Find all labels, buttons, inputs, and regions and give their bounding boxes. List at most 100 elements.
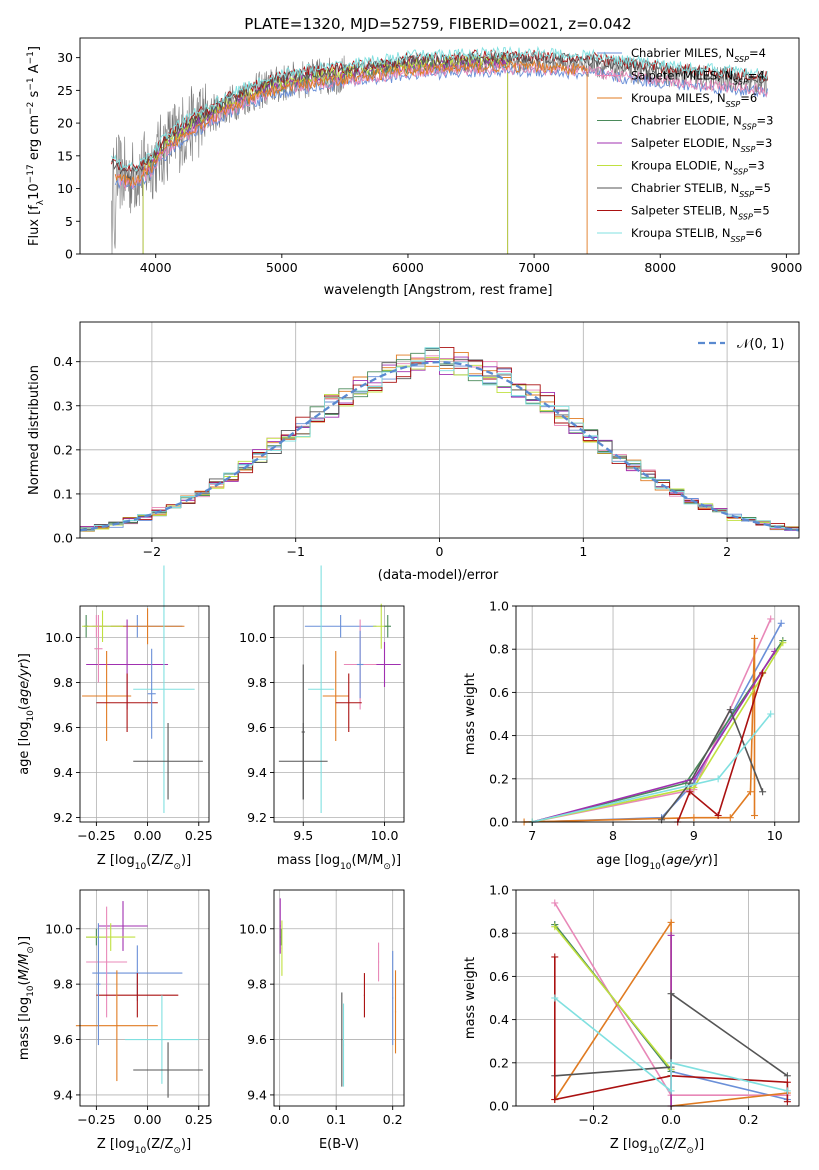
series-line-chabrier_stelib <box>660 707 764 821</box>
y-tick-label: 9.8 <box>247 675 267 690</box>
legend-label-normal: 𝒩(0, 1) <box>737 337 784 352</box>
axes-residuals: −2 −1 0 1 2 0.0 0.1 0.2 0.3 0.4 𝒩(0, 1) (data-model… <box>27 321 800 583</box>
axes-frame <box>79 605 210 823</box>
plot-area <box>278 565 401 813</box>
y-axis-label: Normed distribution <box>27 365 42 495</box>
y-tick-label: 10.0 <box>45 630 73 645</box>
x-tick-label: −0.2 <box>578 1112 608 1127</box>
legend-label-salpeter_miles: Salpeter MILES, NSSP=4 <box>631 69 765 87</box>
plot-area <box>520 615 787 826</box>
x-tick-label: −1 <box>286 544 304 559</box>
plot-area <box>111 45 768 254</box>
y-axis-label: mass [log10(M/M⊙)] <box>17 936 36 1060</box>
plot-area <box>80 346 799 538</box>
y-axis-label: mass weight <box>463 957 478 1039</box>
x-axis-label: age [log10(age/yr)] <box>596 853 718 872</box>
y-tick-label: 0.2 <box>53 442 73 457</box>
y-tick-label: 0.8 <box>489 926 509 941</box>
plot-area <box>279 898 397 1087</box>
series-line-salpeter_stelib <box>676 672 764 823</box>
y-tick-label: 9.4 <box>247 1087 267 1102</box>
model-line-kroupa_stelib <box>111 45 768 172</box>
model-line-kroupa_miles <box>114 59 588 254</box>
y-tick-label: 0.4 <box>53 354 73 369</box>
model-line-chabrier_miles <box>114 65 768 190</box>
y-tick-label: 9.6 <box>53 720 73 735</box>
x-axis-label: Z [log10(Z/Z⊙)] <box>97 853 191 872</box>
axes-frame <box>79 889 210 1107</box>
legend-label-chabrier_elodie: Chabrier ELODIE, NSSP=3 <box>631 114 773 132</box>
plot-area <box>75 901 203 1098</box>
x-axis-label: (data-model)/error <box>378 568 499 583</box>
y-tick-label: 20 <box>57 116 73 131</box>
axes-age_vs_Z: −0.25 0.00 0.25 9.2 9.4 9.6 9.8 10.0 Z [log10(Z/… <box>17 565 213 872</box>
y-tick-label: 0.0 <box>53 531 73 546</box>
y-tick-label: 9.6 <box>247 720 267 735</box>
x-tick-label: 1 <box>579 544 587 559</box>
y-tick-label: 9.6 <box>53 1032 73 1047</box>
y-tick-label: 1.0 <box>489 599 509 614</box>
x-tick-label: 0.0 <box>661 1112 681 1127</box>
x-tick-label: −2 <box>143 544 161 559</box>
x-tick-label: 5000 <box>266 260 298 275</box>
model-line-chabrier_elodie <box>142 58 509 254</box>
series-line-kroupa_miles <box>524 638 756 823</box>
x-tick-label: 9000 <box>770 260 802 275</box>
y-tick-label: 0.2 <box>489 1055 509 1070</box>
y-tick-label: 10.0 <box>239 630 267 645</box>
x-tick-label: 0.1 <box>326 1112 346 1127</box>
axes-mass_vs_Z: −0.25 0.00 0.25 9.4 9.6 9.8 10.0 Z [log10(Z/Z⊙)… <box>17 889 213 1156</box>
y-axis-label: Flux [fλ10−17 erg cm−2 s−1 A−1] <box>26 46 46 246</box>
y-tick-label: 9.4 <box>53 1087 73 1102</box>
y-tick-label: 10.0 <box>239 921 267 936</box>
y-tick-label: 9.2 <box>53 810 73 825</box>
y-tick-label: 9.8 <box>53 977 73 992</box>
x-tick-label: 0.0 <box>270 1112 290 1127</box>
x-tick-label: 0.2 <box>383 1112 403 1127</box>
x-axis-label: mass [log10(M/M⊙)] <box>277 853 401 872</box>
y-tick-label: 10 <box>57 181 73 196</box>
x-axis-label: E(B-V) <box>319 1137 359 1152</box>
series-line-chabrier_miles <box>532 622 782 823</box>
x-tick-label: 10.0 <box>371 828 399 843</box>
x-tick-label: 0 <box>436 544 444 559</box>
x-tick-label: 6000 <box>392 260 424 275</box>
x-tick-label: −0.25 <box>77 1112 115 1127</box>
series-line-kroupa_stelib <box>554 997 788 1093</box>
y-tick-label: 9.4 <box>53 765 73 780</box>
series-line-kroupa_elodie <box>532 642 784 823</box>
axes-frame <box>273 889 405 1107</box>
axes-mass_vs_EBV: 0.0 0.1 0.2 9.4 9.6 9.8 10.0 E(B-V) <box>239 889 405 1152</box>
y-tick-label: 0.3 <box>53 398 73 413</box>
axes-frame <box>79 37 800 255</box>
series-line-kroupa_stelib <box>532 713 772 823</box>
x-tick-label: 10 <box>767 828 783 843</box>
legend-label-kroupa_miles: Kroupa MILES, NSSP=6 <box>631 91 757 109</box>
legend-label-chabrier_stelib: Chabrier STELIB, NSSP=5 <box>631 181 771 199</box>
axes-frame <box>515 605 800 823</box>
y-axis-label: age [log10(age/yr)] <box>17 653 36 775</box>
y-tick-label: 9.6 <box>247 1032 267 1047</box>
figure-title: PLATE=1320, MJD=52759, FIBERID=0021, z=0… <box>244 15 631 33</box>
y-tick-label: 15 <box>57 148 73 163</box>
x-tick-label: 0.25 <box>185 828 213 843</box>
legend-label-kroupa_stelib: Kroupa STELIB, NSSP=6 <box>631 226 762 244</box>
plot-area <box>82 565 203 813</box>
series-line-kroupa_elodie <box>554 926 672 1070</box>
x-axis-label: Z [log10(Z/Z⊙)] <box>97 1137 191 1156</box>
x-tick-label: 0.2 <box>739 1112 759 1127</box>
axes-spectrum: 4000 5000 6000 7000 8000 9000 0 5 10 15 20 25 30 Chab… <box>26 37 802 298</box>
y-tick-label: 10.0 <box>45 921 73 936</box>
x-axis-label: Z [log10(Z/Z⊙)] <box>610 1137 704 1156</box>
normal-curve <box>80 360 799 532</box>
x-tick-label: 0.00 <box>134 1112 162 1127</box>
legend-label-salpeter_stelib: Salpeter STELIB, NSSP=5 <box>631 204 770 222</box>
x-tick-label: 7000 <box>518 260 550 275</box>
series-line-chabrier_stelib <box>554 992 788 1077</box>
x-axis-label: wavelength [Angstrom, rest frame] <box>324 283 553 298</box>
x-tick-label: 7 <box>528 828 536 843</box>
model-line-chabrier_stelib <box>111 51 768 181</box>
model-line-salpeter_elodie <box>142 55 509 254</box>
x-tick-label: 4000 <box>140 260 172 275</box>
